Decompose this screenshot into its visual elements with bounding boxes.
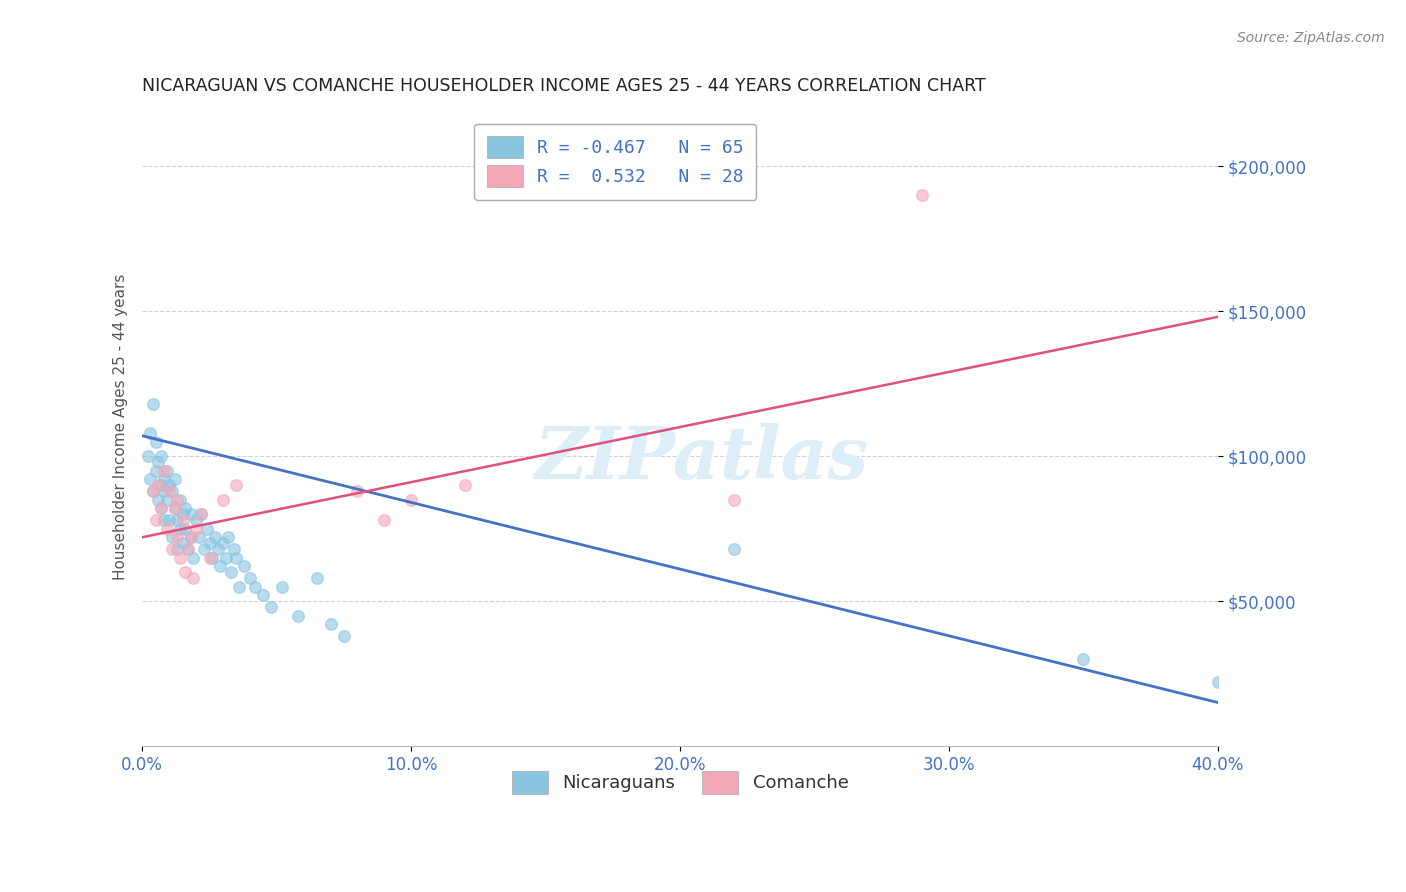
Point <box>190 507 212 521</box>
Point <box>150 501 173 516</box>
Point <box>148 455 170 469</box>
Point <box>139 425 162 440</box>
Point <box>198 550 221 565</box>
Point <box>399 492 422 507</box>
Point <box>346 483 368 498</box>
Point <box>1206 675 1229 690</box>
Point <box>157 513 180 527</box>
Point <box>212 536 235 550</box>
Point <box>174 501 197 516</box>
Point <box>187 530 209 544</box>
Point <box>169 492 191 507</box>
Point <box>166 513 188 527</box>
Point <box>333 629 356 643</box>
Point <box>201 550 224 565</box>
Y-axis label: Householder Income Ages 25 - 44 years: Householder Income Ages 25 - 44 years <box>114 274 128 580</box>
Point <box>233 559 256 574</box>
Point <box>723 541 745 556</box>
Point <box>307 571 329 585</box>
Point <box>180 530 202 544</box>
Point <box>190 507 212 521</box>
Point <box>177 541 200 556</box>
Point <box>180 507 202 521</box>
Point <box>183 571 205 585</box>
Point <box>142 483 165 498</box>
Point <box>160 541 183 556</box>
Point <box>287 608 309 623</box>
Legend: Nicaraguans, Comanche: Nicaraguans, Comanche <box>505 764 856 801</box>
Point <box>157 483 180 498</box>
Point <box>207 541 229 556</box>
Point <box>148 478 170 492</box>
Point <box>169 522 191 536</box>
Point <box>153 464 176 478</box>
Point <box>252 588 274 602</box>
Point <box>145 464 167 478</box>
Point <box>180 530 202 544</box>
Point <box>174 522 197 536</box>
Point <box>193 541 215 556</box>
Point <box>139 472 162 486</box>
Point <box>153 513 176 527</box>
Text: Source: ZipAtlas.com: Source: ZipAtlas.com <box>1237 31 1385 45</box>
Point <box>239 571 262 585</box>
Point <box>166 530 188 544</box>
Point <box>723 492 745 507</box>
Point <box>454 478 477 492</box>
Point <box>184 522 207 536</box>
Point <box>155 492 177 507</box>
Point <box>160 530 183 544</box>
Point <box>142 483 165 498</box>
Point <box>174 565 197 579</box>
Point <box>166 492 188 507</box>
Point <box>911 188 934 202</box>
Point <box>222 541 245 556</box>
Point <box>195 522 218 536</box>
Point <box>183 550 205 565</box>
Point <box>163 501 186 516</box>
Text: NICARAGUAN VS COMANCHE HOUSEHOLDER INCOME AGES 25 - 44 YEARS CORRELATION CHART: NICARAGUAN VS COMANCHE HOUSEHOLDER INCOM… <box>142 78 986 95</box>
Point <box>245 580 267 594</box>
Point <box>172 513 194 527</box>
Point <box>214 550 236 565</box>
Point <box>145 513 167 527</box>
Point <box>153 472 176 486</box>
Point <box>184 513 207 527</box>
Point <box>177 541 200 556</box>
Point <box>271 580 294 594</box>
Point <box>169 550 191 565</box>
Point <box>166 541 188 556</box>
Point <box>163 501 186 516</box>
Point <box>163 472 186 486</box>
Point <box>373 513 395 527</box>
Point <box>172 536 194 550</box>
Point <box>142 397 165 411</box>
Point <box>225 478 247 492</box>
Point <box>136 449 159 463</box>
Point <box>204 530 226 544</box>
Point <box>157 478 180 492</box>
Point <box>319 617 342 632</box>
Text: ZIPatlas: ZIPatlas <box>534 424 869 494</box>
Point <box>217 530 239 544</box>
Point <box>150 449 173 463</box>
Point <box>155 522 177 536</box>
Point <box>145 434 167 449</box>
Point <box>228 580 250 594</box>
Point <box>198 536 221 550</box>
Point <box>225 550 247 565</box>
Point <box>155 464 177 478</box>
Point <box>150 501 173 516</box>
Point <box>150 478 173 492</box>
Point <box>1073 652 1095 666</box>
Point <box>153 483 176 498</box>
Point <box>260 599 283 614</box>
Point <box>219 565 242 579</box>
Point <box>172 507 194 521</box>
Point <box>148 492 170 507</box>
Point <box>212 492 235 507</box>
Point <box>209 559 232 574</box>
Point <box>160 483 183 498</box>
